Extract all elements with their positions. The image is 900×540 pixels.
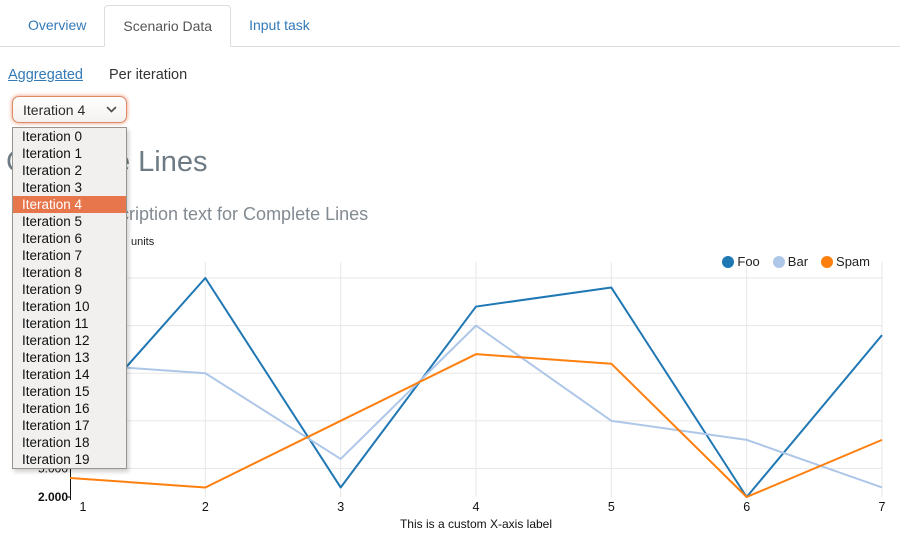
- iteration-select[interactable]: Iteration 4: [12, 96, 127, 123]
- dropdown-option-iteration-6[interactable]: Iteration 6: [22, 231, 83, 246]
- dropdown-option-iteration-10[interactable]: Iteration 10: [22, 299, 90, 314]
- series-line-spam: [69, 353, 883, 498]
- dropdown-option-iteration-9[interactable]: Iteration 9: [22, 282, 83, 297]
- legend-item-bar[interactable]: Bar: [772, 254, 809, 269]
- dropdown-option-iteration-14[interactable]: Iteration 14: [22, 367, 90, 382]
- y-axis-units-label: units: [131, 236, 155, 248]
- dropdown-option-iteration-3[interactable]: Iteration 3: [22, 180, 83, 195]
- x-tick-label: 5: [608, 500, 615, 514]
- series-line-bar: [69, 324, 883, 489]
- chart-legend: Foo Bar Spam: [722, 254, 870, 269]
- legend-item-foo[interactable]: Foo: [722, 254, 760, 269]
- dropdown-option-iteration-1[interactable]: Iteration 1: [22, 146, 83, 161]
- tab-scenario-data[interactable]: Scenario Data: [104, 5, 232, 47]
- subnav-per-iteration[interactable]: Per iteration: [108, 67, 188, 83]
- tab-input-task[interactable]: Input task: [249, 17, 310, 33]
- spam-series-dot-icon: [821, 255, 834, 268]
- main-tab-bar: Overview Scenario Data Input task: [0, 5, 900, 47]
- dropdown-option-iteration-19[interactable]: Iteration 19: [22, 452, 90, 467]
- x-axis-title: This is a custom X-axis label: [400, 517, 552, 531]
- x-tick-label: 1: [80, 500, 87, 514]
- dropdown-option-iteration-15[interactable]: Iteration 15: [22, 384, 90, 399]
- legend-label: Foo: [737, 254, 760, 269]
- dropdown-option-iteration-17[interactable]: Iteration 17: [22, 418, 90, 433]
- dropdown-option-iteration-2[interactable]: Iteration 2: [22, 163, 83, 178]
- x-tick-label: 7: [879, 500, 886, 514]
- dropdown-option-iteration-11[interactable]: Iteration 11: [22, 316, 89, 331]
- legend-item-spam[interactable]: Spam: [821, 254, 870, 269]
- dropdown-option-iteration-7[interactable]: Iteration 7: [22, 248, 83, 263]
- dropdown-option-iteration-18[interactable]: Iteration 18: [22, 435, 90, 450]
- dropdown-option-iteration-4[interactable]: Iteration 4: [13, 196, 126, 213]
- y-tick-label: 2.000: [38, 490, 68, 504]
- x-tick-label: 6: [743, 500, 750, 514]
- dropdown-option-iteration-5[interactable]: Iteration 5: [22, 214, 83, 229]
- foo-series-dot-icon: [722, 255, 735, 268]
- tab-overview[interactable]: Overview: [28, 17, 87, 33]
- dropdown-option-iteration-8[interactable]: Iteration 8: [22, 265, 83, 280]
- view-mode-subnav: Aggregated Per iteration: [8, 67, 187, 83]
- x-tick-label: 4: [473, 500, 480, 514]
- bar-series-dot-icon: [772, 255, 785, 268]
- legend-label: Bar: [787, 254, 809, 269]
- dropdown-option-iteration-12[interactable]: Iteration 12: [22, 333, 90, 348]
- legend-label: Spam: [836, 254, 870, 269]
- x-tick-label: 3: [337, 500, 344, 514]
- dropdown-option-iteration-0[interactable]: Iteration 0: [22, 129, 83, 144]
- dropdown-option-iteration-13[interactable]: Iteration 13: [22, 350, 90, 365]
- dropdown-option-iteration-16[interactable]: Iteration 16: [22, 401, 90, 416]
- chart-description: Description text for Complete Lines: [88, 204, 369, 224]
- chevron-down-icon: [106, 106, 117, 113]
- iteration-select-value: Iteration 4: [23, 101, 86, 118]
- x-tick-label: 2: [202, 500, 209, 514]
- iteration-dropdown-list: Iteration 0 Iteration 1 Iteration 2 Iterati…: [12, 127, 127, 469]
- subnav-aggregated-link[interactable]: Aggregated: [8, 67, 83, 83]
